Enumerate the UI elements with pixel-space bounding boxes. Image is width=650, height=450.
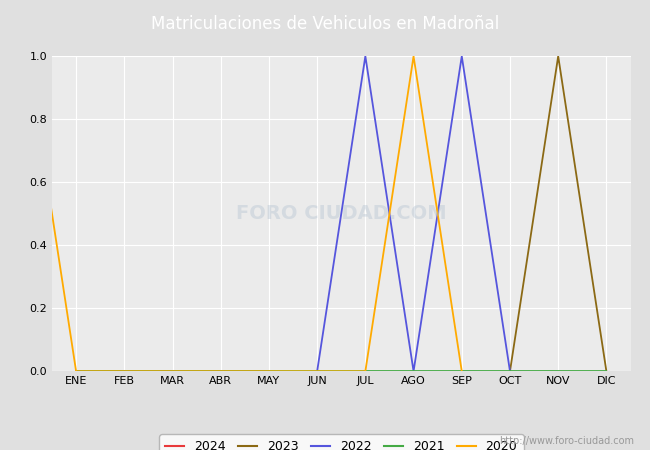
Legend: 2024, 2023, 2022, 2021, 2020: 2024, 2023, 2022, 2021, 2020 [159,434,523,450]
Text: Matriculaciones de Vehiculos en Madroñal: Matriculaciones de Vehiculos en Madroñal [151,14,499,33]
Text: http://www.foro-ciudad.com: http://www.foro-ciudad.com [499,436,634,446]
Text: FORO CIUDAD.COM: FORO CIUDAD.COM [236,204,447,223]
